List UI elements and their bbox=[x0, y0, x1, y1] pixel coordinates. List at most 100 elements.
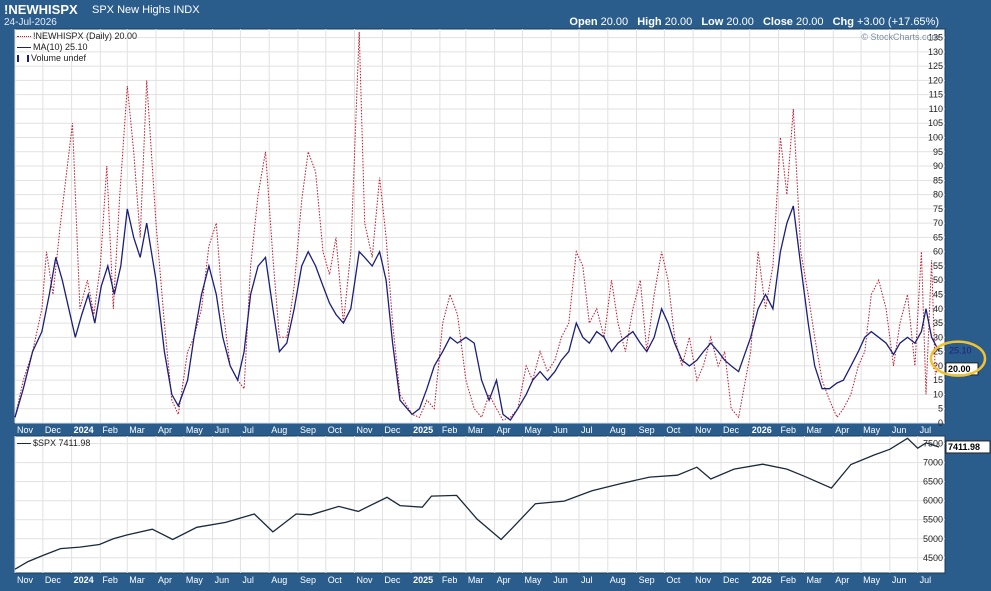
x-tick-top-26: 2026 bbox=[752, 425, 772, 435]
y-tick-bottom-5: 7000 bbox=[923, 458, 943, 468]
x-tick-bottom-14: 2025 bbox=[413, 575, 433, 585]
x-tick-bottom-7: Jun bbox=[215, 575, 230, 585]
high-value: 20.00 bbox=[664, 16, 693, 28]
x-tick-top-9: Aug bbox=[271, 425, 287, 435]
x-tick-top-17: Apr bbox=[497, 425, 511, 435]
y-tick-top-16: 80 bbox=[933, 190, 943, 200]
legend-spx-label: $SPX 7411.98 bbox=[33, 438, 91, 448]
x-tick-top-32: Jul bbox=[920, 425, 932, 435]
legend-ma: MA(10) 25.10 bbox=[17, 42, 137, 53]
x-tick-bottom-2: 2024 bbox=[74, 575, 94, 585]
y-tick-top-1: 5 bbox=[938, 404, 943, 414]
high-label: High bbox=[637, 16, 662, 28]
x-tick-top-16: Mar bbox=[468, 425, 484, 435]
spx-price-line bbox=[14, 437, 940, 570]
y-tick-top-13: 65 bbox=[933, 232, 943, 242]
x-tick-top-11: Oct bbox=[328, 425, 343, 435]
y-tick-top-20: 100 bbox=[928, 132, 943, 142]
x-tick-bottom-21: Aug bbox=[610, 575, 626, 585]
y-tick-top-12: 60 bbox=[933, 247, 943, 257]
legend-raw: !NEWHISPX (Daily) 20.00 bbox=[17, 31, 137, 42]
y-tick-top-3: 15 bbox=[933, 375, 943, 385]
top-panel-bg bbox=[14, 28, 946, 424]
y-tick-top-7: 35 bbox=[933, 318, 943, 328]
x-tick-top-31: Jun bbox=[892, 425, 907, 435]
ma-last-value-tag: 25.10 bbox=[949, 345, 972, 355]
legend-volume-label: Volume undef bbox=[31, 53, 87, 63]
x-tick-top-12: Nov bbox=[357, 425, 374, 435]
y-tick-top-9: 45 bbox=[933, 290, 943, 300]
y-tick-top-2: 10 bbox=[933, 389, 943, 399]
x-tick-top-25: Dec bbox=[723, 425, 740, 435]
y-tick-bottom-4: 6500 bbox=[923, 477, 943, 487]
y-tick-top-15: 75 bbox=[933, 204, 943, 214]
ticker-symbol: !NEWHISPX bbox=[4, 2, 78, 17]
x-tick-bottom-31: Jun bbox=[892, 575, 907, 585]
x-tick-top-22: Sep bbox=[639, 425, 655, 435]
legend-raw-swatch bbox=[17, 36, 31, 38]
x-tick-bottom-25: Dec bbox=[723, 575, 740, 585]
x-tick-bottom-5: Apr bbox=[158, 575, 172, 585]
x-tick-top-18: May bbox=[524, 425, 542, 435]
y-tick-top-8: 40 bbox=[933, 304, 943, 314]
x-tick-bottom-18: May bbox=[524, 575, 542, 585]
x-tick-bottom-15: Feb bbox=[442, 575, 458, 585]
top-legend: !NEWHISPX (Daily) 20.00 MA(10) 25.10 Vol… bbox=[17, 31, 137, 64]
x-tick-bottom-1: Dec bbox=[45, 575, 62, 585]
spx-last-value-tag: 7411.98 bbox=[948, 442, 980, 452]
x-tick-bottom-27: Feb bbox=[781, 575, 797, 585]
x-tick-top-4: Mar bbox=[129, 425, 145, 435]
y-tick-top-19: 95 bbox=[933, 147, 943, 157]
low-label: Low bbox=[701, 16, 724, 28]
x-tick-top-6: May bbox=[186, 425, 204, 435]
highlight-circle bbox=[929, 340, 987, 377]
x-tick-top-0: Nov bbox=[17, 425, 34, 435]
x-tick-bottom-13: Dec bbox=[384, 575, 401, 585]
y-tick-top-21: 105 bbox=[928, 118, 943, 128]
y-tick-bottom-6: 7500 bbox=[923, 439, 943, 449]
x-tick-bottom-24: Nov bbox=[695, 575, 712, 585]
y-tick-top-18: 90 bbox=[933, 161, 943, 171]
x-tick-bottom-3: Feb bbox=[102, 575, 118, 585]
x-tick-bottom-23: Oct bbox=[666, 575, 681, 585]
x-tick-bottom-6: May bbox=[186, 575, 204, 585]
close-value: 20.00 bbox=[796, 16, 824, 28]
y-tick-top-5: 25 bbox=[933, 347, 943, 357]
x-tick-top-10: Sep bbox=[300, 425, 316, 435]
volume-icon bbox=[17, 55, 29, 63]
y-tick-top-4: 20 bbox=[933, 361, 943, 371]
x-tick-top-19: Jun bbox=[553, 425, 568, 435]
x-tick-bottom-4: Mar bbox=[129, 575, 145, 585]
y-tick-top-27: 135 bbox=[928, 33, 943, 43]
legend-volume: Volume undef bbox=[17, 53, 137, 64]
open-value: 20.00 bbox=[600, 16, 629, 28]
x-tick-top-24: Nov bbox=[695, 425, 712, 435]
x-tick-top-23: Oct bbox=[666, 425, 681, 435]
chart-date: 24-Jul-2026 bbox=[4, 17, 57, 28]
y-tick-bottom-0: 4500 bbox=[923, 553, 943, 563]
y-tick-top-25: 125 bbox=[928, 61, 943, 71]
x-tick-bottom-12: Nov bbox=[357, 575, 374, 585]
x-tick-bottom-8: Jul bbox=[242, 575, 254, 585]
legend-ma-swatch bbox=[17, 47, 31, 49]
y-tick-bottom-2: 5500 bbox=[923, 515, 943, 525]
legend-raw-label: !NEWHISPX (Daily) 20.00 bbox=[33, 31, 138, 41]
bottom-legend: $SPX 7411.98 bbox=[17, 438, 90, 449]
x-tick-top-14: 2025 bbox=[413, 425, 433, 435]
x-tick-bottom-20: Jul bbox=[581, 575, 593, 585]
x-tick-top-28: Mar bbox=[806, 425, 822, 435]
y-tick-top-0: 0 bbox=[938, 418, 943, 428]
spx-last-value-box bbox=[945, 440, 991, 454]
x-tick-top-7: Jun bbox=[215, 425, 230, 435]
x-tick-top-2: 2024 bbox=[74, 425, 94, 435]
x-tick-bottom-0: Nov bbox=[17, 575, 34, 585]
x-tick-bottom-29: Apr bbox=[835, 575, 849, 585]
x-tick-bottom-32: Jul bbox=[920, 575, 932, 585]
y-tick-bottom-1: 5000 bbox=[923, 534, 943, 544]
y-tick-top-17: 85 bbox=[933, 175, 943, 185]
x-tick-bottom-22: Sep bbox=[639, 575, 655, 585]
ticker-description: SPX New Highs INDX bbox=[92, 4, 200, 16]
x-tick-bottom-30: May bbox=[863, 575, 881, 585]
x-tick-top-13: Dec bbox=[384, 425, 401, 435]
